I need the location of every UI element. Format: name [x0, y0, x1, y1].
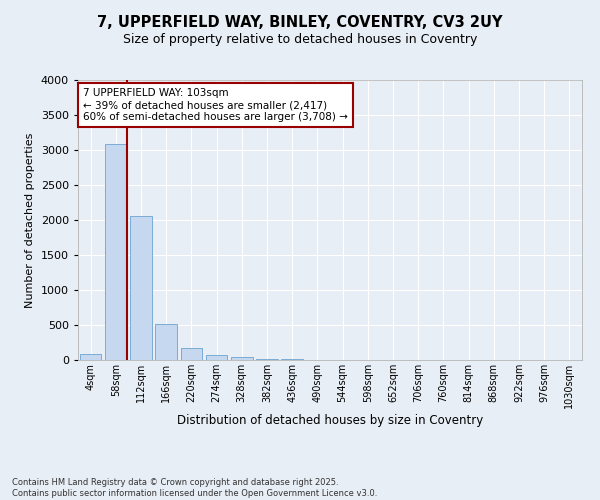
Text: 7, UPPERFIELD WAY, BINLEY, COVENTRY, CV3 2UY: 7, UPPERFIELD WAY, BINLEY, COVENTRY, CV3…	[97, 15, 503, 30]
Bar	[80, 354, 101, 360]
Text: 7 UPPERFIELD WAY: 103sqm
← 39% of detached houses are smaller (2,417)
60% of sem: 7 UPPERFIELD WAY: 103sqm ← 39% of detach…	[83, 88, 348, 122]
Bar	[181, 348, 202, 360]
Text: Contains HM Land Registry data © Crown copyright and database right 2025.
Contai: Contains HM Land Registry data © Crown c…	[12, 478, 377, 498]
Bar	[105, 144, 127, 360]
Bar	[206, 356, 227, 360]
Bar	[231, 357, 253, 360]
X-axis label: Distribution of detached houses by size in Coventry: Distribution of detached houses by size …	[177, 414, 483, 426]
Bar	[256, 358, 278, 360]
Bar	[155, 324, 177, 360]
Y-axis label: Number of detached properties: Number of detached properties	[25, 132, 35, 308]
Text: Size of property relative to detached houses in Coventry: Size of property relative to detached ho…	[123, 32, 477, 46]
Bar	[130, 216, 152, 360]
